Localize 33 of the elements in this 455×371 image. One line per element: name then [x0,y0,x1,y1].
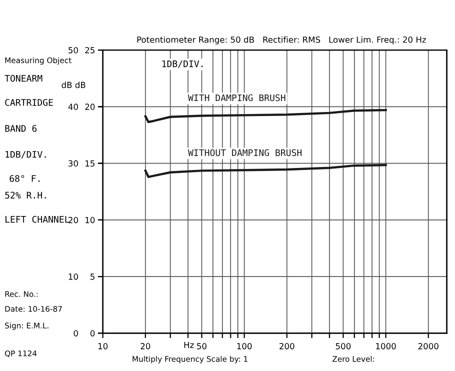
x-tick-label: 10 [98,343,108,350]
text: 1DB/DIV. [6,151,46,159]
x-tick-label: 20 [140,343,150,350]
x-tick-label: 50 [197,343,206,350]
y2-tick-label: 10 [86,216,95,224]
text: 68° F. [10,175,40,182]
text: TONEARM [4,74,42,82]
y-tick-label: 20 [68,216,78,224]
y-tick-label: 30 [68,160,78,167]
y-axis-title: dB dB [62,82,86,88]
y-tick-label: 50 [68,47,78,54]
y-tick-label: 0 [74,330,78,336]
text: CARTRIDGE [5,99,53,106]
x-axis-title: Hz [184,342,194,348]
series-label: WITH DAMPING BRUSH [188,94,286,102]
y2-tick-label: 0 [90,330,95,336]
text: Potentiometer Range: 50 dB Rectifier: RMS Lower Lim. Freq.: 20 Hz [137,36,426,44]
x-tick-label: 500 [336,343,351,350]
y2-tick-label: 5 [90,274,94,280]
x-tick-label: 100 [237,343,252,350]
y2-tick-label: 20 [85,104,95,110]
y-tick-label: 10 [68,274,78,280]
x-tick-label: 2000 [418,343,438,350]
y2-tick-label: 25 [85,47,94,54]
x-tick-label: 200 [280,343,294,350]
text: LEFT CHANNEL [6,216,70,223]
text: 52% R.H. [5,192,46,199]
y2-tick-label: 15 [86,160,94,167]
x-tick-label: 1000 [376,343,396,350]
text: BAND 6 [5,125,37,132]
series-label: WITHOUT DAMPING BRUSH [188,149,302,156]
y-tick-label: 40 [68,104,78,110]
annotation: 1DB/DIV. [162,60,203,68]
